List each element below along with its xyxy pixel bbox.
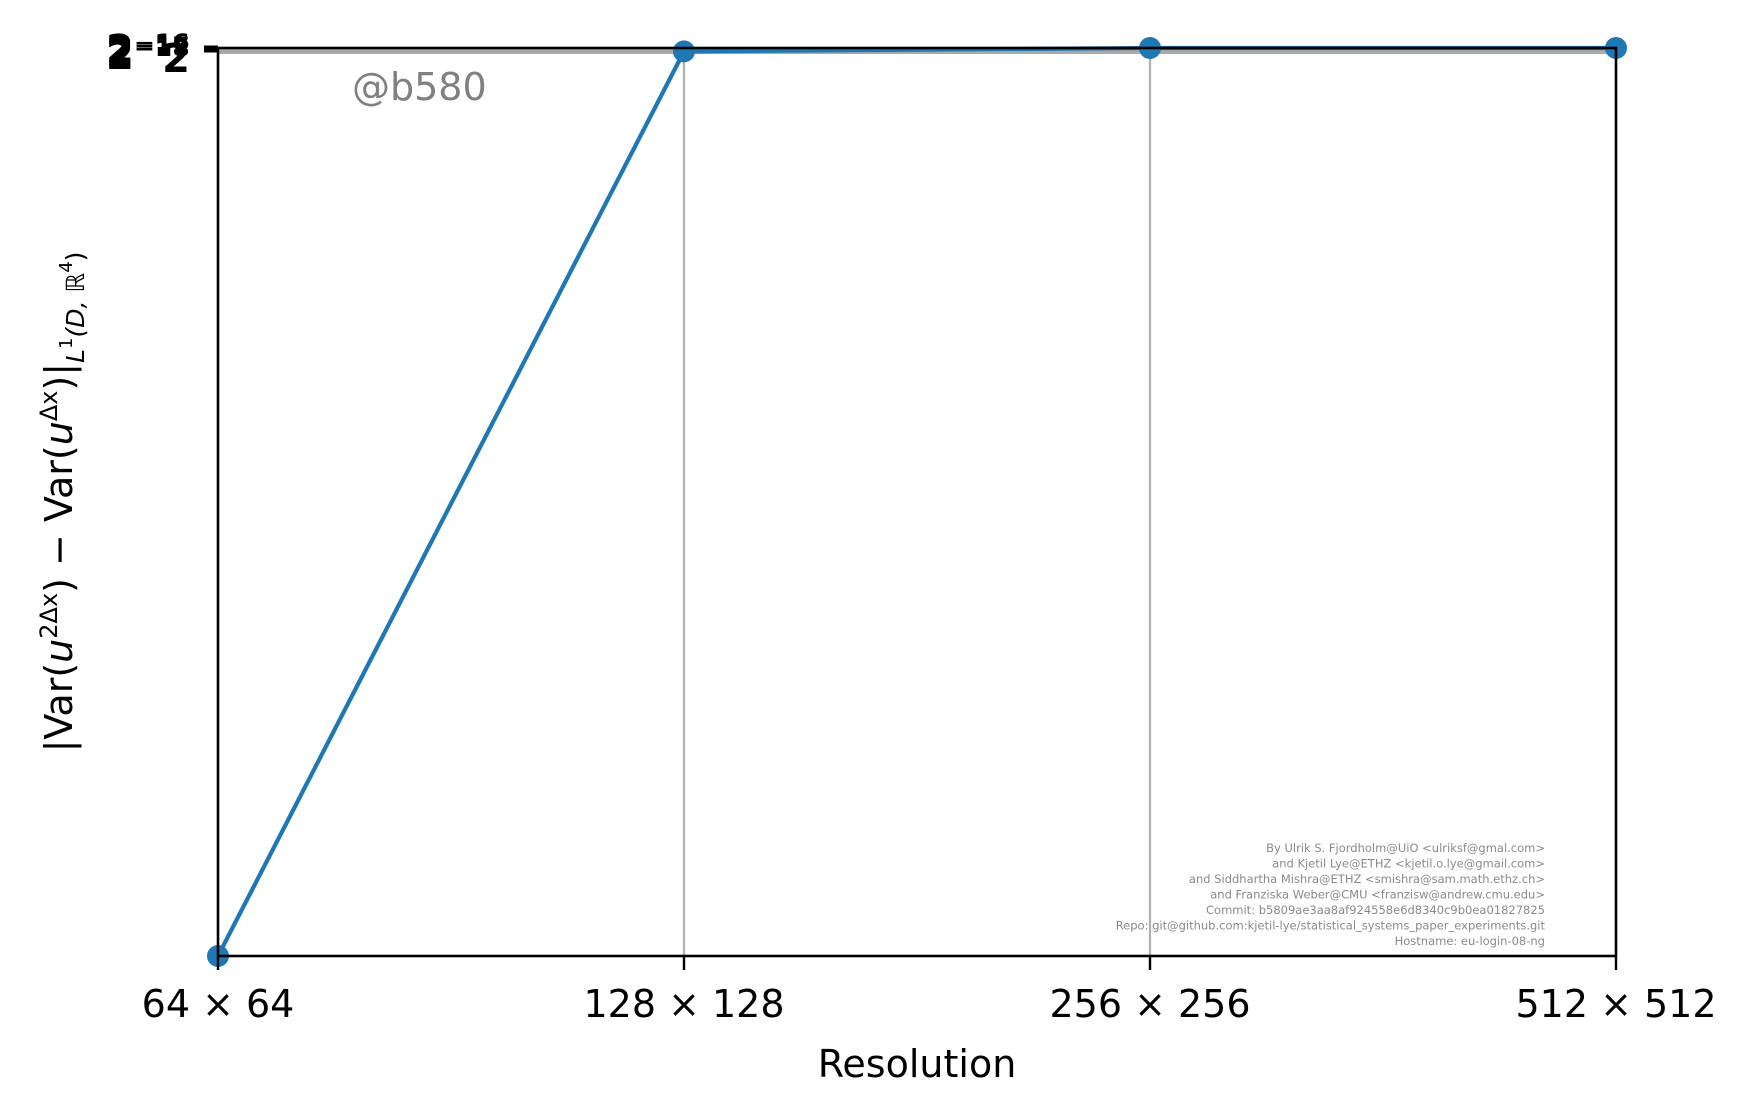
series-line [216, 45, 1616, 957]
credit-line: Commit: b5809ae3aa8af924558e6d8340c9b0ea… [1206, 903, 1545, 917]
x-tick-label: 512 × 512 [1515, 982, 1716, 1026]
grid-layer [682, 48, 1152, 956]
watermark-label: @b580 [352, 65, 487, 109]
x-axis-label: Resolution [818, 1042, 1017, 1086]
credit-line: and Siddhartha Mishra@ETHZ <smishra@sam.… [1189, 872, 1545, 886]
series-layer [207, 37, 1627, 967]
plot-area-frame [216, 46, 1618, 958]
y-tick-label: 2⁻¹⁸ [106, 33, 190, 79]
credit-line: By Ulrik S. Fjordholm@UiO <ulriksf@gmal.… [1266, 841, 1545, 855]
data-point [673, 40, 695, 63]
y-tick-label: 2 [162, 36, 190, 82]
x-tick-label: 128 × 128 [583, 982, 784, 1026]
credit-line: Repo: git@github.com:kjetil-lye/statisti… [1116, 919, 1546, 933]
credit-line: and Franziska Weber@CMU <franzisw@andrew… [1210, 888, 1545, 902]
x-tick-label: 256 × 256 [1049, 982, 1250, 1026]
credit-line: and Kjetil Lye@ETHZ <kjetil.o.lye@gmail.… [1272, 857, 1545, 871]
y-axis-label: |Var(u2Δx) − Var(uΔx)|L1(D, ℝ4) [35, 252, 90, 753]
y-tick-label: 2⁻¹⁷ [106, 30, 190, 76]
y-axis-ticks: 22⁻¹⁸2⁻¹⁷2⁻¹⁶ [106, 27, 218, 82]
x-tick-label: 64 × 64 [142, 982, 295, 1026]
x-axis-ticks: 64 × 64 128 × 128 256 × 256 512 × 512 [142, 956, 1717, 1026]
y-tick-label: 2⁻¹⁶ [106, 27, 190, 73]
credit-line: Hostname: eu-login-08-ng [1395, 934, 1545, 948]
credits-block: By Ulrik S. Fjordholm@UiO <ulriksf@gmal.… [1116, 841, 1546, 948]
